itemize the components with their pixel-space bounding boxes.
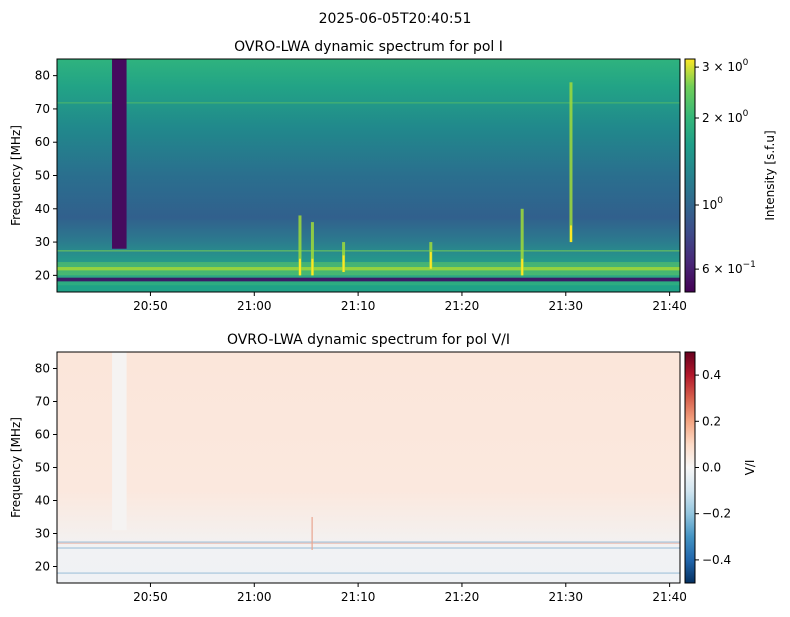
- radio-burst: [520, 208, 524, 276]
- radio-burst: [310, 222, 314, 276]
- colorbar-tick-label: 100: [702, 196, 723, 212]
- x-tick-label: 21:00: [237, 299, 272, 313]
- chart-title: OVRO-LWA dynamic spectrum for pol I: [234, 39, 503, 55]
- radio-burst-core: [569, 225, 572, 243]
- radio-burst: [298, 215, 302, 276]
- colorbar-tick-label: −0.4: [702, 553, 731, 567]
- colorbar-label: Intensity [s.f.u]: [763, 130, 777, 220]
- polarization-band: [57, 572, 680, 574]
- y-tick-label: 50: [35, 169, 50, 183]
- y-axis-label: Frequency [MHz]: [9, 125, 23, 226]
- x-tick-label: 20:50: [133, 299, 168, 313]
- heatmap-band: [57, 285, 680, 292]
- colorbar-tick-label: −0.2: [702, 507, 731, 521]
- radio-burst-core: [298, 258, 301, 276]
- radio-burst-core: [521, 258, 524, 276]
- colorbar-tick-label: 3 × 100: [702, 58, 749, 74]
- x-tick-label: 21:40: [652, 299, 687, 313]
- y-tick-label: 80: [35, 362, 50, 376]
- radio-burst-core: [429, 252, 432, 269]
- x-tick-label: 21:10: [341, 299, 376, 313]
- colorbar-tick-label: 2 × 100: [702, 109, 749, 125]
- heatmap-band: [57, 250, 680, 252]
- y-tick-label: 80: [35, 69, 50, 83]
- data-gap: [112, 59, 127, 249]
- x-tick-label: 21:40: [652, 590, 687, 604]
- colorbar: [685, 59, 695, 292]
- colorbar-tick-label: 0.4: [702, 368, 721, 382]
- polarization-burst: [311, 517, 313, 550]
- heatmap-band: [57, 102, 680, 104]
- heatmap-image: [57, 59, 680, 292]
- colorbar: [685, 352, 695, 583]
- y-tick-label: 70: [35, 102, 50, 116]
- y-tick-label: 60: [35, 135, 50, 149]
- x-tick-label: 21:30: [548, 590, 583, 604]
- polarization-band: [57, 547, 680, 549]
- y-tick-label: 40: [35, 202, 50, 216]
- panel-pol-i: OVRO-LWA dynamic spectrum for pol I 20:50…: [9, 39, 777, 313]
- y-tick-label: 30: [35, 235, 50, 249]
- y-tick-label: 60: [35, 428, 50, 442]
- heatmap-band: [57, 277, 680, 282]
- y-tick-label: 20: [35, 268, 50, 282]
- y-tick-label: 40: [35, 494, 50, 508]
- colorbar-frame: [684, 58, 696, 293]
- y-tick-label: 30: [35, 527, 50, 541]
- panel-pol-vi: OVRO-LWA dynamic spectrum for pol V/I 20:…: [9, 332, 757, 604]
- y-tick-label: 70: [35, 395, 50, 409]
- y-tick-label: 20: [35, 560, 50, 574]
- colorbar-tick-label: 6 × 10−1: [702, 260, 756, 276]
- x-tick-label: 21:20: [445, 590, 480, 604]
- colorbar-label: V/I: [743, 460, 757, 476]
- x-tick-label: 20:50: [133, 590, 168, 604]
- heatmap-band: [57, 267, 680, 271]
- x-tick-label: 21:30: [548, 299, 583, 313]
- radio-burst-core: [311, 258, 314, 276]
- y-tick-label: 50: [35, 461, 50, 475]
- x-tick-label: 21:00: [237, 590, 272, 604]
- radio-burst-core: [342, 255, 345, 273]
- polarization-band: [57, 541, 680, 543]
- colorbar-tick-label: 0.0: [702, 461, 721, 475]
- y-axis-label: Frequency [MHz]: [9, 417, 23, 518]
- x-tick-label: 21:20: [445, 299, 480, 313]
- radio-burst: [569, 82, 573, 243]
- figure-suptitle: 2025-06-05T20:40:51: [319, 11, 472, 27]
- x-tick-label: 21:10: [341, 590, 376, 604]
- chart-title: OVRO-LWA dynamic spectrum for pol V/I: [227, 332, 510, 348]
- polarization-band: [57, 542, 680, 544]
- data-gap: [112, 352, 127, 531]
- colorbar-tick-label: 0.2: [702, 414, 721, 428]
- heatmap-image: [57, 352, 680, 583]
